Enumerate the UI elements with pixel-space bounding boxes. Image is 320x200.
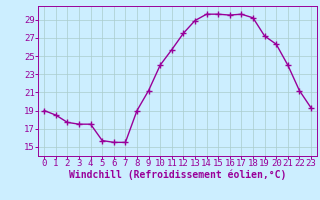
X-axis label: Windchill (Refroidissement éolien,°C): Windchill (Refroidissement éolien,°C) (69, 170, 286, 180)
